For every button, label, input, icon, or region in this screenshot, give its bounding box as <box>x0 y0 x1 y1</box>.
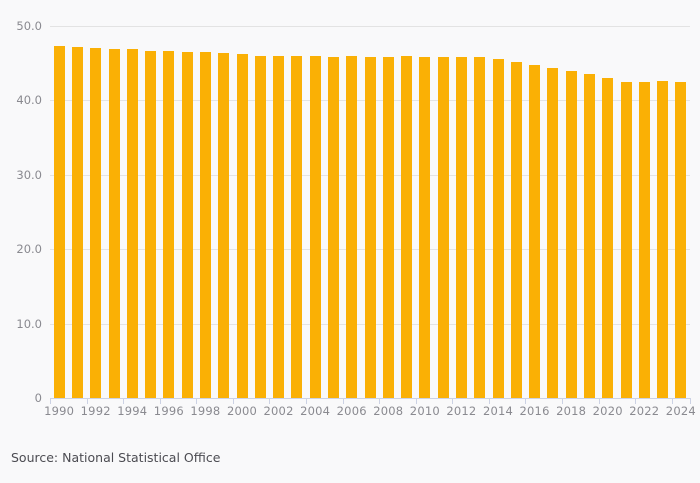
bar-series <box>50 26 690 398</box>
bar <box>419 56 431 398</box>
x-axis-tick <box>159 398 161 404</box>
bar <box>254 55 266 398</box>
x-axis-tick-label: 1996 <box>153 404 184 418</box>
x-axis-tick-label: 1990 <box>44 404 75 418</box>
x-axis-tick-label: 2012 <box>446 404 477 418</box>
x-axis-tick <box>690 398 691 404</box>
bar <box>529 64 541 398</box>
x-axis-tick <box>598 398 600 404</box>
x-axis-tick-label: 1992 <box>80 404 111 418</box>
bar <box>437 56 449 398</box>
bar <box>583 73 595 398</box>
bar <box>657 81 669 398</box>
y-axis-labels: 0 10.0 20.0 30.0 40.0 50.0 <box>0 19 700 405</box>
bar <box>236 54 248 398</box>
x-axis-tick <box>562 398 563 404</box>
x-axis-ticks <box>50 398 691 404</box>
bar <box>620 81 632 398</box>
x-axis-tick <box>415 398 417 404</box>
bar <box>71 46 83 398</box>
bar <box>291 55 303 398</box>
bar <box>90 48 102 398</box>
bar <box>364 56 376 398</box>
x-axis-tick-label: 2020 <box>592 404 623 418</box>
bar <box>401 55 413 398</box>
bar <box>547 67 559 398</box>
y-axis-tick-label: 20.0 <box>16 242 42 257</box>
x-axis-tick <box>86 398 88 404</box>
bar <box>273 55 285 398</box>
bar <box>199 52 211 398</box>
x-axis-line <box>50 398 690 399</box>
x-axis-tick-label: 2016 <box>519 404 550 418</box>
x-axis-tick-label: 2010 <box>409 404 440 418</box>
x-axis-tick-label: 2006 <box>336 404 367 418</box>
bar <box>218 52 230 398</box>
x-axis-tick <box>488 398 490 404</box>
x-axis-tick-label: 2018 <box>556 404 587 418</box>
bar <box>638 81 650 398</box>
x-axis-tick-label: 2024 <box>665 404 696 418</box>
plot-area <box>50 26 690 399</box>
x-axis-tick <box>342 398 344 404</box>
bar <box>346 55 358 398</box>
x-axis-labels: 1990 1992 1994 1996 1998 2000 2002 2004 2006 2008… <box>44 404 696 422</box>
gridline <box>50 26 690 27</box>
bar <box>565 71 577 398</box>
x-axis-tick <box>379 398 381 404</box>
x-axis-tick-label: 2000 <box>226 404 258 418</box>
bar <box>382 56 394 398</box>
x-axis-tick <box>232 398 234 404</box>
y-axis-tick-label: 40.0 <box>16 93 42 108</box>
bar <box>492 58 504 398</box>
y-axis-tick-label: 30.0 <box>16 167 42 182</box>
x-axis-tick-label: 2002 <box>263 404 294 418</box>
bar <box>675 81 687 398</box>
x-axis-tick-label: 2004 <box>300 404 331 418</box>
x-axis-tick <box>671 398 673 404</box>
x-axis-tick <box>525 398 527 404</box>
x-axis-tick <box>50 398 51 404</box>
bar <box>145 50 157 398</box>
bar <box>602 78 614 398</box>
bar <box>510 62 522 398</box>
bar <box>53 46 65 398</box>
bar <box>163 50 175 398</box>
x-axis-tick-label: 1994 <box>117 404 148 418</box>
x-axis-tick-label: 1998 <box>190 404 221 418</box>
y-axis-tick-label: 50.0 <box>16 19 42 33</box>
x-axis-tick <box>196 398 198 404</box>
x-axis-tick-label: 2014 <box>482 404 514 418</box>
y-axis-tick-label: 10.0 <box>16 316 42 331</box>
bar <box>455 56 467 398</box>
x-axis-tick <box>269 398 271 404</box>
bar <box>474 57 486 398</box>
bar <box>126 49 138 398</box>
y-axis-tick-label: 0 <box>34 391 42 405</box>
x-axis-tick-label: 2022 <box>629 404 660 418</box>
bar <box>181 52 193 398</box>
x-axis-tick <box>452 398 454 404</box>
x-axis-tick-label: 2008 <box>373 404 404 418</box>
bar <box>108 49 120 398</box>
source-note: Source: National Statistical Office <box>11 450 221 465</box>
bar <box>327 56 339 398</box>
x-axis-tick <box>306 398 307 404</box>
x-axis-tick <box>635 398 637 404</box>
bar <box>309 55 321 398</box>
x-axis-tick <box>123 398 125 404</box>
